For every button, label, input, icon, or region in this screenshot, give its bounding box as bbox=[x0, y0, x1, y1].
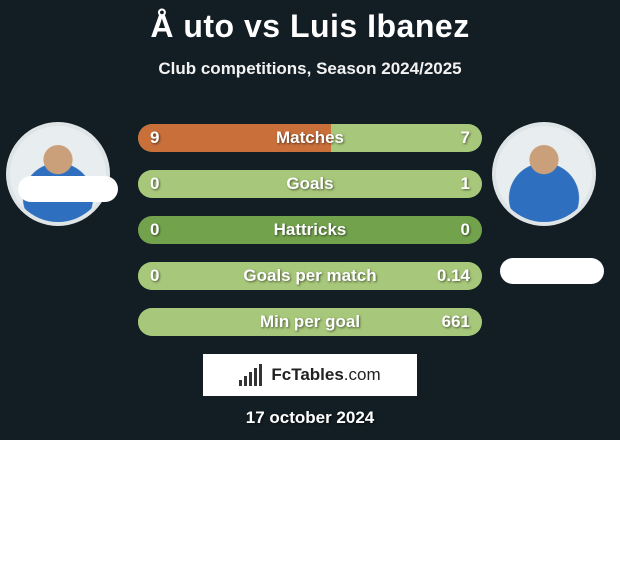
as-of-date: 17 october 2024 bbox=[0, 408, 620, 428]
stat-bar: 9Matches7 bbox=[138, 124, 482, 152]
stat-right-value: 661 bbox=[442, 308, 470, 336]
stat-right-value: 0.14 bbox=[437, 262, 470, 290]
logo-text: FcTables.com bbox=[271, 365, 380, 385]
avatar-placeholder-icon bbox=[10, 126, 106, 222]
avatar-placeholder-icon bbox=[496, 126, 592, 222]
logo-brand: FcTables bbox=[271, 365, 343, 384]
stat-bar: 0Goals per match0.14 bbox=[138, 262, 482, 290]
stat-right-value: 7 bbox=[461, 124, 470, 152]
stat-bars: 9Matches70Goals10Hattricks00Goals per ma… bbox=[138, 124, 482, 354]
stat-right-value: 0 bbox=[461, 216, 470, 244]
logo: FcTables.com bbox=[203, 354, 417, 396]
stat-bar: Min per goal661 bbox=[138, 308, 482, 336]
subtitle: Club competitions, Season 2024/2025 bbox=[0, 59, 620, 79]
player-right-name-pill bbox=[500, 258, 604, 284]
stat-bar: 0Hattricks0 bbox=[138, 216, 482, 244]
stat-label: Matches bbox=[138, 124, 482, 152]
logo-bars-icon bbox=[239, 364, 265, 386]
player-left-name-pill bbox=[18, 176, 118, 202]
stat-right-value: 1 bbox=[461, 170, 470, 198]
stat-label: Hattricks bbox=[138, 216, 482, 244]
page-title: Å uto vs Luis Ibanez bbox=[0, 0, 620, 45]
stat-label: Min per goal bbox=[138, 308, 482, 336]
player-right-avatar bbox=[492, 122, 596, 226]
player-left-avatar bbox=[6, 122, 110, 226]
stat-bar: 0Goals1 bbox=[138, 170, 482, 198]
stat-label: Goals bbox=[138, 170, 482, 198]
stat-label: Goals per match bbox=[138, 262, 482, 290]
comparison-card: Å uto vs Luis Ibanez Club competitions, … bbox=[0, 0, 620, 440]
logo-suffix: .com bbox=[344, 365, 381, 384]
